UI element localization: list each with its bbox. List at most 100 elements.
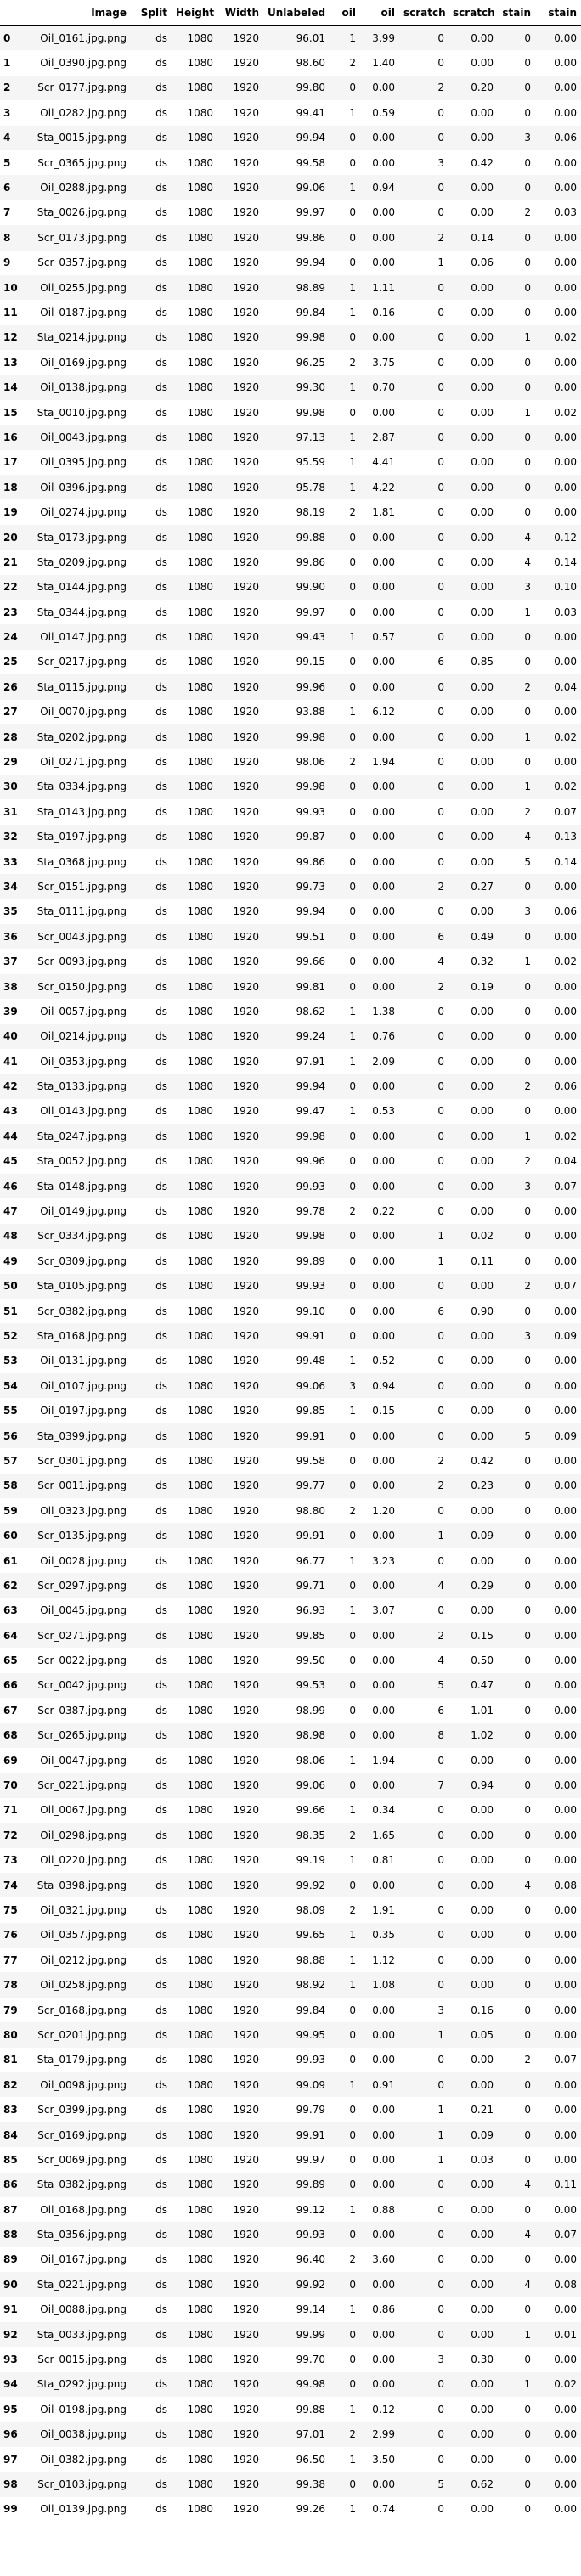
table-cell: 99.53 xyxy=(296,1679,325,1692)
row-index: 28 xyxy=(3,730,18,743)
table-row: 33 Sta_0368.jpg.png ds 1080 1920 99.86 0 0.00 0 0… xyxy=(0,848,581,875)
table-cell: 98.98 xyxy=(296,1729,325,1742)
row-index: 74 xyxy=(3,1879,18,1891)
table-cell: Sta_0105.jpg.png xyxy=(37,1280,127,1293)
table-cell: 6 xyxy=(437,930,444,943)
table-cell: 0.00 xyxy=(554,2253,577,2266)
table-cell: 1920 xyxy=(233,1729,259,1742)
row-index: 2 xyxy=(3,82,11,94)
table-cell: 0.00 xyxy=(554,1230,577,1243)
row-index: 85 xyxy=(3,2153,18,2166)
table-cell: ds xyxy=(155,2078,167,2091)
table-cell: 0.34 xyxy=(372,1804,395,1817)
table-cell: 0.00 xyxy=(372,781,395,793)
table-cell: ds xyxy=(155,506,167,519)
table-cell: 0 xyxy=(437,781,444,793)
table-cell: 0 xyxy=(524,656,531,668)
table-cell: 0 xyxy=(437,1030,444,1043)
table-cell: 0 xyxy=(524,1854,531,1867)
row-index: 7 xyxy=(3,206,11,219)
table-cell: 1 xyxy=(349,2078,356,2091)
table-cell: 1 xyxy=(437,2104,444,2117)
table-cell: 0.00 xyxy=(471,1280,494,1293)
table-cell: 1080 xyxy=(187,1579,213,1592)
table-cell: Oil_0212.jpg.png xyxy=(40,1953,127,1966)
table-cell: 0.00 xyxy=(372,2353,395,2366)
table-cell: 99.91 xyxy=(296,1530,325,1542)
table-cell: 1080 xyxy=(187,182,213,194)
table-cell: 0 xyxy=(524,281,531,294)
table-cell: 1920 xyxy=(233,2328,259,2341)
table-cell: 0 xyxy=(349,1155,356,1168)
table-cell: 1080 xyxy=(187,132,213,144)
table-row: 96 Oil_0038.jpg.png ds 1080 1920 97.01 2 2.99 0 0… xyxy=(0,2421,581,2447)
table-cell: 0 xyxy=(437,1929,444,1942)
row-index: 27 xyxy=(3,706,18,719)
table-cell: 0 xyxy=(524,2403,531,2415)
table-cell: 1080 xyxy=(187,1854,213,1867)
table-cell: 0.15 xyxy=(372,1405,395,1418)
row-index: 80 xyxy=(3,2028,18,2041)
table-cell: 0 xyxy=(524,2353,531,2366)
row-index: 83 xyxy=(3,2104,18,2117)
table-cell: ds xyxy=(155,1879,167,1891)
table-cell: 1920 xyxy=(233,1554,259,1567)
row-index: 98 xyxy=(3,2477,18,2490)
index-header xyxy=(0,0,31,26)
table-cell: 0 xyxy=(437,756,444,769)
table-cell: 0 xyxy=(524,1629,531,1642)
table-cell: 1920 xyxy=(233,2378,259,2391)
table-row: 2 Scr_0177.jpg.png ds 1080 1920 99.80 0 0.00 2 0.… xyxy=(0,75,581,101)
table-cell: 99.94 xyxy=(296,1080,325,1093)
table-cell: 4 xyxy=(524,831,531,843)
table-cell: Oil_0220.jpg.png xyxy=(40,1854,127,1867)
table-cell: 0 xyxy=(524,1979,531,1992)
table-cell: 0 xyxy=(437,1429,444,1442)
table-cell: Scr_0135.jpg.png xyxy=(37,1530,127,1542)
table-cell: 0.00 xyxy=(554,1379,577,1392)
table-cell: 1080 xyxy=(187,656,213,668)
table-cell: ds xyxy=(155,1254,167,1267)
table-cell: 99.30 xyxy=(296,381,325,394)
table-cell: 0.00 xyxy=(554,1405,577,1418)
table-cell: 0.00 xyxy=(372,905,395,918)
table-row: 30 Sta_0334.jpg.png ds 1080 1920 99.98 0 0.00 0 0… xyxy=(0,774,581,800)
table-cell: 0.00 xyxy=(372,1480,395,1492)
table-cell: 0.07 xyxy=(554,2229,577,2241)
row-index: 86 xyxy=(3,2179,18,2191)
table-cell: 1920 xyxy=(233,1979,259,1992)
table-cell: 0 xyxy=(524,31,531,44)
table-cell: 0 xyxy=(437,581,444,594)
table-cell: 0 xyxy=(349,1879,356,1891)
table-cell: 0.00 xyxy=(471,481,494,493)
table-cell: 0.00 xyxy=(471,1903,494,1916)
table-cell: 1 xyxy=(349,1554,356,1567)
table-cell: 0 xyxy=(437,1754,444,1767)
column-header: oil xyxy=(360,0,399,26)
table-cell: 1920 xyxy=(233,1679,259,1692)
table-cell: 0.23 xyxy=(471,1480,494,1492)
table-cell: 2 xyxy=(524,805,531,818)
table-cell: 0.21 xyxy=(471,2104,494,2117)
table-cell: ds xyxy=(155,1629,167,1642)
table-cell: 0.00 xyxy=(554,2078,577,2091)
table-cell: 99.90 xyxy=(296,581,325,594)
table-cell: 0.12 xyxy=(554,531,577,544)
table-cell: 0.00 xyxy=(554,2104,577,2117)
table-cell: 1080 xyxy=(187,1429,213,1442)
table-cell: 0.00 xyxy=(554,1629,577,1642)
table-cell: 0.49 xyxy=(471,930,494,943)
row-index: 52 xyxy=(3,1330,18,1342)
table-cell: 0.07 xyxy=(554,1180,577,1192)
table-cell: 0.00 xyxy=(372,955,395,968)
table-cell: 0.02 xyxy=(471,1230,494,1243)
table-row: 54 Oil_0107.jpg.png ds 1080 1920 99.06 3 0.94 0 0… xyxy=(0,1373,581,1399)
table-cell: 0.00 xyxy=(554,756,577,769)
table-cell: 1920 xyxy=(233,57,259,70)
table-cell: 0.00 xyxy=(471,381,494,394)
table-row: 82 Oil_0098.jpg.png ds 1080 1920 99.09 1 0.91 0 0… xyxy=(0,2072,581,2098)
table-cell: 0.00 xyxy=(554,1679,577,1692)
table-cell: 99.85 xyxy=(296,1629,325,1642)
table-cell: 0.00 xyxy=(471,2378,494,2391)
table-cell: 0 xyxy=(437,1080,444,1093)
